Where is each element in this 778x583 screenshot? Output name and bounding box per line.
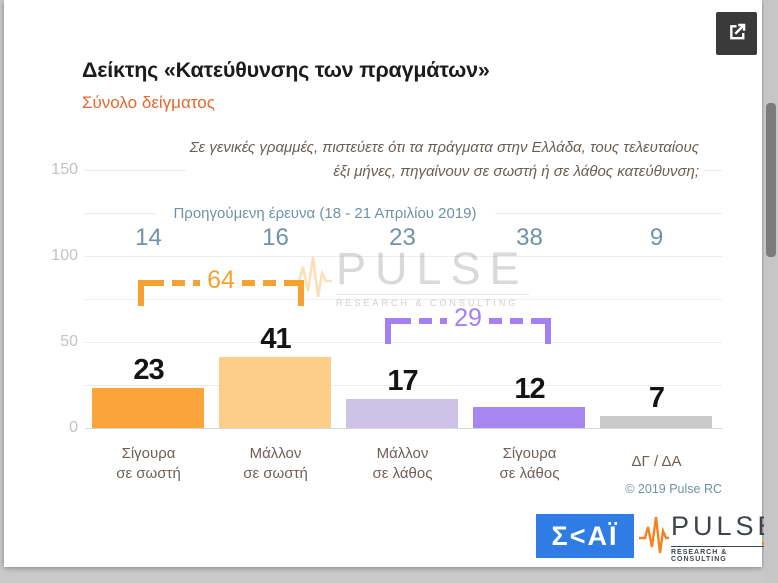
bar-value: 12 [514,373,545,405]
scrollbar-thumb[interactable] [766,103,776,257]
external-link-icon [726,21,748,46]
bar [346,399,458,428]
x-label-line: ΔΓ / ΔΑ [631,453,682,470]
survey-question-line2: έξι μήνες, πηγαίνουν σε σωστή ή σε λάθος… [333,163,699,180]
x-label-line: σε σωστή [116,464,181,482]
y-tick-150: 150 [51,161,78,178]
y-tick-100: 100 [51,247,78,264]
gridline [85,299,722,300]
previous-value: 16 [262,224,289,251]
bracket-dash [241,280,291,286]
group-bracket: 29 [385,305,551,344]
x-label: Σίγουρα σε λάθος [466,444,593,483]
x-label: Σίγουρα σε σωστή [85,444,212,483]
x-label: ΔΓ / ΔΑ [593,452,720,472]
bracket-cap [385,318,398,344]
bar-value: 7 [648,382,665,414]
sample-subtitle: Σύνολο δείγματος [82,93,215,112]
group-bracket: 64 [138,267,304,306]
pulse-logo: PULSE RESEARCH & CONSULTING [639,511,778,563]
pulse-waveform-icon [639,511,669,562]
gridline [85,342,722,343]
survey-question-line1: Σε γενικές γραμμές, πιστεύετε ότι τα πρά… [189,139,699,156]
bracket-dash [398,318,448,324]
copyright-text: © 2019 Pulse RC [625,482,722,496]
x-label-line: Μάλλον [376,445,429,462]
x-label-line: Σίγουρα [502,445,557,462]
bracket-cap [138,280,151,306]
previous-value: 23 [389,224,416,251]
previous-survey-label: Προηγούμενη έρευνα (18 - 21 Απριλίου 201… [155,205,495,222]
bar-value: 41 [260,323,291,355]
open-external-button[interactable] [716,12,757,55]
gridline [85,256,722,257]
gridline [85,385,722,386]
bar [92,388,204,428]
bar [219,357,331,428]
x-label-line: σε λάθος [499,464,560,482]
previous-value: 38 [516,224,543,251]
bracket-dash [151,280,201,286]
bracket-dash [488,318,538,324]
y-tick-0: 0 [69,419,78,436]
bar-value: 17 [387,365,418,397]
group-sum-label: 29 [454,304,482,332]
x-axis-baseline [85,428,722,429]
x-label: Μάλλον σε λάθος [339,444,466,483]
scrollbar-track[interactable] [764,0,778,583]
x-label-line: σε λάθος [372,464,433,482]
skai-logo: Σ<ΑΪ [536,514,634,558]
x-label: Μάλλον σε σωστή [212,444,339,483]
previous-value: 9 [649,224,664,251]
previous-value: 14 [135,224,162,251]
survey-question: Σε γενικές γραμμές, πιστεύετε ότι τα πρά… [185,134,703,186]
x-label-line: σε σωστή [243,464,308,482]
pulse-logo-text: PULSE [671,511,778,541]
x-label-line: Σίγουρα [121,445,176,462]
report-card [4,0,762,567]
group-sum-label: 64 [207,266,235,294]
pulse-logo-tagline: RESEARCH & CONSULTING [671,546,778,563]
bracket-cap [291,280,304,306]
bar-value: 23 [133,354,164,386]
bracket-cap [538,318,551,344]
bar [600,416,712,428]
page-title: Δείκτης «Κατεύθυνσης των πραγμάτων» [82,58,490,82]
y-tick-50: 50 [60,333,78,350]
bar [473,407,585,428]
skai-logo-text: Σ<ΑΪ [551,520,619,551]
x-label-line: Μάλλον [249,445,302,462]
